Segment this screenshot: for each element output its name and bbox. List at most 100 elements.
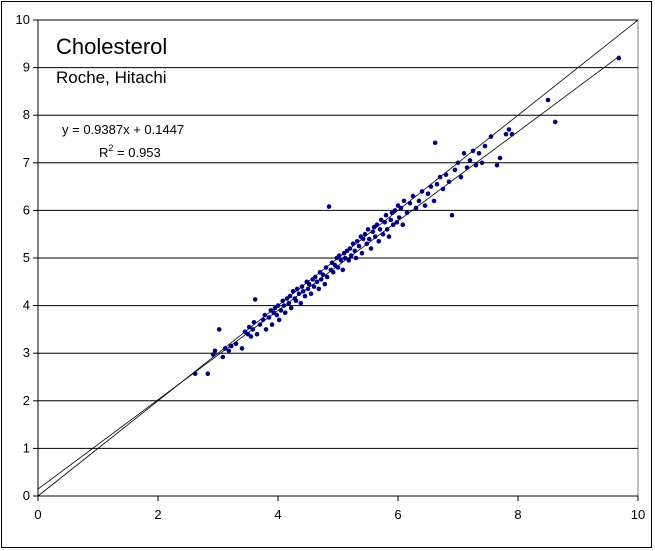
data-point-30 [276, 317, 282, 323]
x-tick-label-6: 6 [394, 507, 401, 522]
x-tick-label-4: 4 [274, 507, 281, 522]
data-point-95 [374, 222, 380, 227]
data-point-140 [479, 160, 485, 166]
data-point-5 [220, 354, 226, 360]
y-tick-label-2: 2 [23, 393, 30, 408]
trend-line [37, 55, 621, 490]
data-point-94 [372, 234, 378, 239]
data-point-150 [616, 55, 622, 61]
data-point-86 [360, 236, 366, 242]
data-point-135 [464, 165, 470, 170]
data-point-45 [299, 284, 305, 289]
data-point-55 [314, 279, 320, 285]
data-point-108 [394, 220, 400, 225]
data-point-101 [383, 212, 389, 218]
y-tick-label-7: 7 [23, 155, 30, 170]
data-point-83 [356, 243, 362, 249]
data-point-29 [275, 303, 281, 308]
data-point-110 [396, 215, 402, 220]
data-point-10 [239, 346, 245, 351]
data-point-59 [320, 272, 326, 278]
data-point-3 [212, 348, 218, 354]
y-tick-label-3: 3 [23, 345, 30, 360]
data-point-13 [246, 324, 252, 330]
data-point-113 [401, 198, 407, 204]
data-point-76 [346, 258, 352, 263]
data-point-70 [336, 253, 342, 258]
data-point-78 [348, 253, 354, 258]
data-point-42 [294, 286, 300, 292]
data-point-62 [324, 274, 330, 280]
data-point-50 [306, 281, 312, 287]
data-point-145 [503, 131, 509, 137]
data-point-38 [288, 305, 294, 311]
data-point-14 [248, 334, 254, 339]
y-tick-labels: 0 1 2 3 4 5 6 7 8 9 10 [16, 12, 30, 503]
data-point-98 [378, 217, 384, 223]
x-tick-label-10: 10 [631, 507, 645, 522]
data-point-127 [440, 186, 446, 192]
data-point-23 [266, 315, 272, 320]
y-tick-label-8: 8 [23, 107, 30, 122]
data-point-44 [298, 300, 304, 306]
data-point-117 [413, 205, 419, 211]
data-point-102 [384, 227, 390, 232]
data-point-111 [398, 205, 404, 211]
data-point-139 [476, 151, 482, 156]
data-point-33 [281, 303, 287, 308]
data-point-138 [473, 162, 479, 168]
data-point-36 [286, 300, 292, 306]
x-tick-label-8: 8 [514, 507, 521, 522]
y-tick-label-1: 1 [23, 440, 30, 455]
data-point-58 [318, 277, 324, 282]
data-point-144 [497, 155, 503, 161]
data-point-16 [251, 320, 257, 325]
data-point-112 [400, 222, 406, 227]
data-point-92 [370, 229, 376, 235]
y-tick-label-5: 5 [23, 250, 30, 265]
data-point-136 [467, 158, 473, 163]
y-tick-label-4: 4 [23, 298, 30, 313]
data-point-79 [350, 241, 356, 246]
data-point-123 [431, 198, 437, 204]
data-point-146 [506, 127, 512, 132]
data-point-82 [354, 239, 360, 244]
data-point-22 [263, 327, 269, 332]
data-point-43 [296, 291, 302, 297]
data-point-121 [425, 191, 431, 196]
data-point-97 [377, 227, 383, 232]
data-point-130 [449, 212, 455, 218]
data-point-39 [290, 289, 296, 294]
data-point-17 [252, 297, 258, 302]
data-point-72 [340, 267, 346, 273]
data-point-125 [434, 181, 440, 187]
data-point-49 [305, 286, 311, 292]
data-point-1 [205, 371, 211, 377]
data-point-120 [422, 203, 428, 208]
y-tick-label-10: 10 [16, 12, 30, 27]
data-point-8 [228, 343, 234, 349]
y-tick-label-6: 6 [23, 202, 30, 217]
data-point-115 [407, 201, 413, 206]
data-point-90 [366, 236, 372, 242]
data-point-91 [368, 246, 374, 251]
data-point-141 [482, 143, 488, 149]
r-squared-value: = 0.953 [113, 145, 160, 160]
data-point-88 [364, 241, 370, 246]
data-point-25 [269, 322, 275, 327]
data-point-106 [390, 222, 396, 227]
data-point-87 [362, 231, 368, 237]
data-point-74 [342, 255, 348, 261]
y-tick-label-0: 0 [23, 488, 30, 503]
data-point-99 [380, 231, 386, 237]
data-point-133 [458, 174, 464, 180]
data-points [192, 55, 622, 377]
data-point-4 [216, 327, 222, 332]
data-point-107 [392, 208, 398, 213]
data-point-71 [338, 258, 344, 263]
data-point-119 [419, 189, 425, 194]
data-point-116 [410, 193, 416, 199]
data-point-34 [282, 310, 288, 316]
data-point-69 [335, 265, 341, 270]
